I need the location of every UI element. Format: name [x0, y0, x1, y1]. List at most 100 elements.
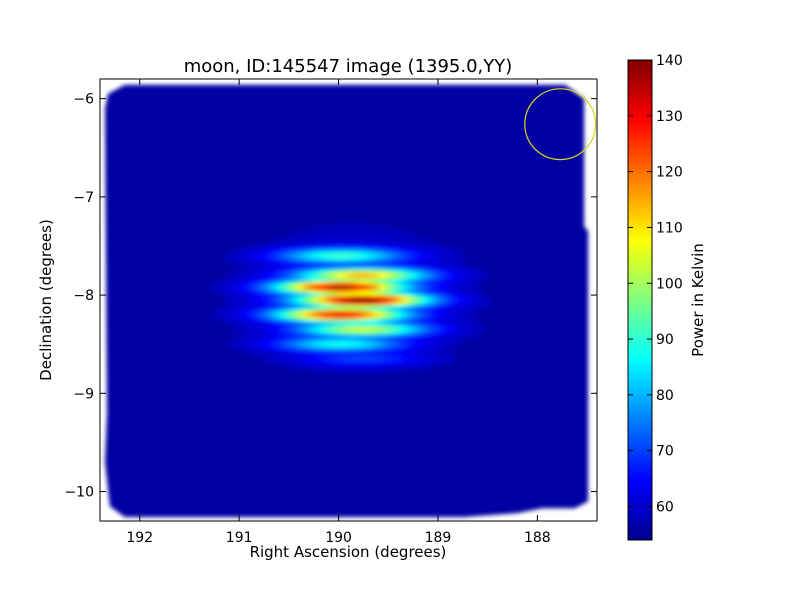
- heatmap-cell: [288, 266, 294, 271]
- heatmap-cell: [233, 313, 238, 318]
- heatmap-cell: [276, 343, 282, 347]
- heatmap-cell: [416, 363, 421, 368]
- heatmap-cell: [265, 243, 270, 247]
- heatmap-cell: [316, 357, 322, 362]
- heatmap-cell: [428, 331, 433, 335]
- heatmap-cell: [443, 360, 449, 365]
- heatmap-cell: [400, 319, 405, 324]
- heatmap-cell: [471, 266, 477, 271]
- heatmap-cell: [272, 248, 278, 253]
- heatmap-cell: [272, 325, 278, 330]
- heatmap-cell: [340, 304, 346, 309]
- heatmap-cell: [404, 337, 409, 341]
- heatmap-cell: [364, 225, 369, 229]
- heatmap-cell: [348, 352, 354, 356]
- heatmap-cell: [483, 293, 489, 297]
- heatmap-cell: [420, 240, 425, 244]
- heatmap-cell: [308, 260, 314, 265]
- heatmap-cell: [467, 284, 473, 288]
- heatmap-cell: [344, 290, 350, 294]
- heatmap-cell: [380, 319, 385, 324]
- heatmap-cell: [265, 340, 270, 344]
- heatmap-cell: [424, 296, 429, 300]
- heatmap-cell: [435, 278, 441, 282]
- heatmap-cell: [400, 307, 405, 312]
- heatmap-cell: [435, 251, 441, 256]
- heatmap-cell: [356, 316, 362, 321]
- heatmap-cell: [455, 293, 461, 297]
- heatmap-cell: [245, 325, 250, 330]
- heatmap-cell: [435, 313, 441, 318]
- heatmap-cell: [376, 231, 381, 235]
- heatmap-cell: [308, 251, 314, 256]
- heatmap-cell: [316, 296, 322, 300]
- heatmap-cell: [312, 346, 318, 350]
- heatmap-cell: [272, 287, 278, 291]
- heatmap-cell: [284, 363, 290, 368]
- heatmap-cell: [340, 346, 346, 350]
- heatmap-cell: [372, 299, 377, 303]
- heatmap-cell: [304, 245, 310, 250]
- heatmap-cell: [237, 307, 242, 312]
- heatmap-cell: [268, 319, 274, 324]
- heatmap-cell: [360, 260, 366, 265]
- heatmap-cell: [435, 343, 441, 347]
- heatmap-cell: [376, 340, 381, 344]
- heatmap-cell: [320, 337, 326, 341]
- heatmap-cell: [324, 328, 330, 333]
- heatmap-cell: [229, 254, 234, 259]
- heatmap-cell: [380, 316, 385, 321]
- heatmap-cell: [288, 301, 294, 306]
- heatmap-cell: [280, 284, 286, 288]
- heatmap-cell: [312, 357, 318, 362]
- heatmap-cell: [451, 290, 457, 294]
- heatmap-cell: [348, 340, 354, 344]
- heatmap-cell: [352, 325, 358, 330]
- heatmap-cell: [432, 290, 437, 294]
- heatmap-cell: [308, 263, 314, 268]
- heatmap-cell: [336, 243, 342, 247]
- heatmap-cell: [300, 243, 306, 247]
- heatmap-cell: [408, 343, 413, 347]
- heatmap-cell: [245, 248, 250, 253]
- heatmap-cell: [380, 296, 385, 300]
- heatmap-cell: [332, 316, 338, 321]
- heatmap-cell: [249, 254, 254, 259]
- heatmap-cell: [360, 363, 366, 368]
- heatmap-cell: [424, 352, 429, 356]
- heatmap-cell: [312, 240, 318, 244]
- heatmap-cell: [316, 272, 322, 277]
- heatmap-cell: [300, 260, 306, 265]
- heatmap-cell: [300, 245, 306, 250]
- heatmap-cell: [376, 319, 381, 324]
- heatmap-cell: [257, 343, 262, 347]
- heatmap-cell: [241, 260, 246, 265]
- heatmap-cell: [312, 269, 318, 274]
- heatmap-cell: [348, 269, 354, 274]
- heatmap-cell: [360, 284, 366, 288]
- heatmap-cell: [368, 231, 373, 235]
- heatmap-cell: [388, 278, 393, 282]
- heatmap-cell: [284, 287, 290, 291]
- heatmap-cell: [475, 272, 481, 277]
- heatmap-cell: [316, 340, 322, 344]
- heatmap-cell: [344, 369, 350, 374]
- heatmap-cell: [404, 349, 409, 353]
- heatmap-cell: [316, 234, 322, 238]
- heatmap-cell: [268, 263, 274, 268]
- heatmap-cell: [416, 237, 421, 241]
- heatmap-cell: [479, 278, 485, 282]
- heatmap-cell: [253, 349, 258, 353]
- heatmap-cell: [284, 269, 290, 274]
- heatmap-cell: [384, 340, 389, 344]
- heatmap-cell: [344, 296, 350, 300]
- heatmap-cell: [312, 301, 318, 306]
- heatmap-cell: [451, 346, 457, 350]
- heatmap-cell: [288, 287, 294, 291]
- heatmap-cell: [388, 240, 393, 244]
- heatmap-cell: [316, 310, 322, 315]
- heatmap-cell: [245, 284, 250, 288]
- heatmap-cell: [428, 296, 433, 300]
- heatmap-cell: [352, 237, 358, 241]
- heatmap-cell: [412, 254, 417, 259]
